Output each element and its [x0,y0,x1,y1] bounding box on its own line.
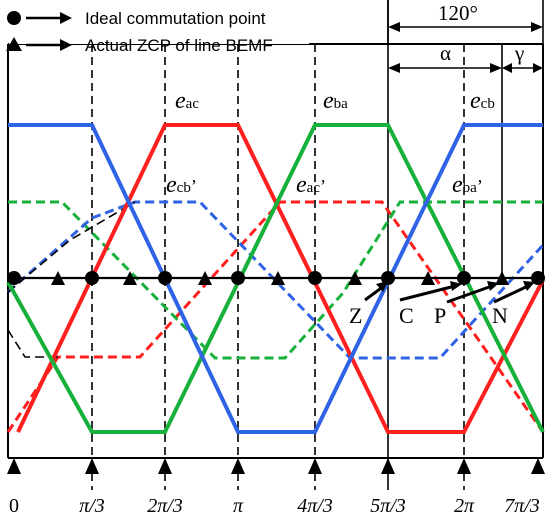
tick-marker-pi [231,458,245,474]
arrow-n [493,284,529,304]
tick-marker-pi-3 [85,458,99,474]
ideal-point-4pi-3 [308,271,322,285]
tick-marker-7pi-3 [531,458,545,474]
arrow-z-head [376,281,388,292]
tick-marker-2pi [457,458,471,474]
ideal-point-5pi-3 [381,271,395,285]
tick-label-5pi-3: 5π/3 [370,495,406,517]
tick-label-2pi: 2π [454,495,475,517]
legend-arrow-head-2 [60,39,72,51]
ideal-point-7pi-3 [531,271,545,285]
arrow-c [399,284,456,302]
label-n: N [492,303,508,328]
alpha-right-head [490,63,502,73]
curve-labels: eac eba ecb ecb’ eac’ eba’ [166,88,495,198]
eba-prime-curve [8,200,543,360]
label-120-degrees: 120° [438,1,478,25]
angle-120-right-head [531,22,543,32]
arrow-p [446,284,493,304]
legend-label-ideal: Ideal commutation point [85,9,266,28]
label-arrows [364,281,535,304]
legend-arrow-head-1 [60,12,72,24]
eac-prime-curve [6,200,545,433]
tick-label-pi-3: π/3 [79,495,105,517]
gamma-left-head [502,63,512,73]
ideal-commutation-points [7,271,545,285]
alpha-left-head [388,63,400,73]
legend-circle-icon [7,11,21,25]
black-dashed-ecbp [7,201,136,293]
legend: Ideal commutation point Actual ZCP of li… [6,9,273,55]
tick-marker-5pi-3 [381,458,395,474]
tick-label-pi: π [233,495,244,517]
label-eac: eac [175,88,199,114]
zcp-triangle-3 [198,271,212,285]
tick-marker-2pi-3 [158,458,172,474]
gamma-right-head [533,63,543,73]
bottom-tick-markers [7,458,545,474]
point-letters: Z C P N [349,303,508,328]
ideal-point-0 [7,271,21,285]
ideal-point-2pi-3 [158,271,172,285]
label-c: C [399,303,414,328]
zcp-triangle-7 [495,271,509,285]
zcp-triangle-2 [123,271,137,285]
legend-label-zcp: Actual ZCP of line BEMF [85,36,273,55]
label-ecb-prime: ecb’ [166,172,197,198]
label-z: Z [349,303,362,328]
label-eac-prime: eac’ [296,172,326,198]
tick-marker-0 [7,458,21,474]
label-ecb: ecb [470,88,495,114]
vertical-grid-lines [91,44,465,490]
zcp-triangle-6 [421,271,435,285]
label-alpha: α [440,41,451,65]
angle-annotation: 120° α γ [387,0,544,73]
ideal-point-pi [231,271,245,285]
arrow-p-head [487,281,499,291]
ideal-point-2pi [457,271,471,285]
tick-label-4pi-3: 4π/3 [297,495,333,517]
tick-label-0: 0 [9,495,19,517]
black-dashed-start [7,329,58,358]
zcp-triangle-4 [271,271,285,285]
dashed-curves [6,200,545,433]
tick-marker-4pi-3 [308,458,322,474]
arrow-c-head [450,281,462,291]
ecb-curve [8,123,543,434]
legend-triangle-icon [6,37,22,51]
zcp-triangle-5 [348,271,362,285]
label-gamma: γ [514,41,524,65]
angle-120-left-head [388,22,400,32]
label-eba: eba [323,88,348,114]
arrow-n-head [523,281,535,291]
ideal-point-pi-3 [85,271,99,285]
zcp-triangle-1 [51,271,65,285]
label-eba-prime: eba’ [452,172,483,198]
label-p: P [434,303,446,328]
tick-label-2pi-3: 2π/3 [147,495,183,517]
tick-label-7pi-3: 7π/3 [504,495,540,517]
actual-zcp-points [51,271,509,285]
legend-background [9,8,309,44]
x-tick-labels: 0 π/3 2π/3 π 4π/3 5π/3 2π 7π/3 [9,495,540,517]
